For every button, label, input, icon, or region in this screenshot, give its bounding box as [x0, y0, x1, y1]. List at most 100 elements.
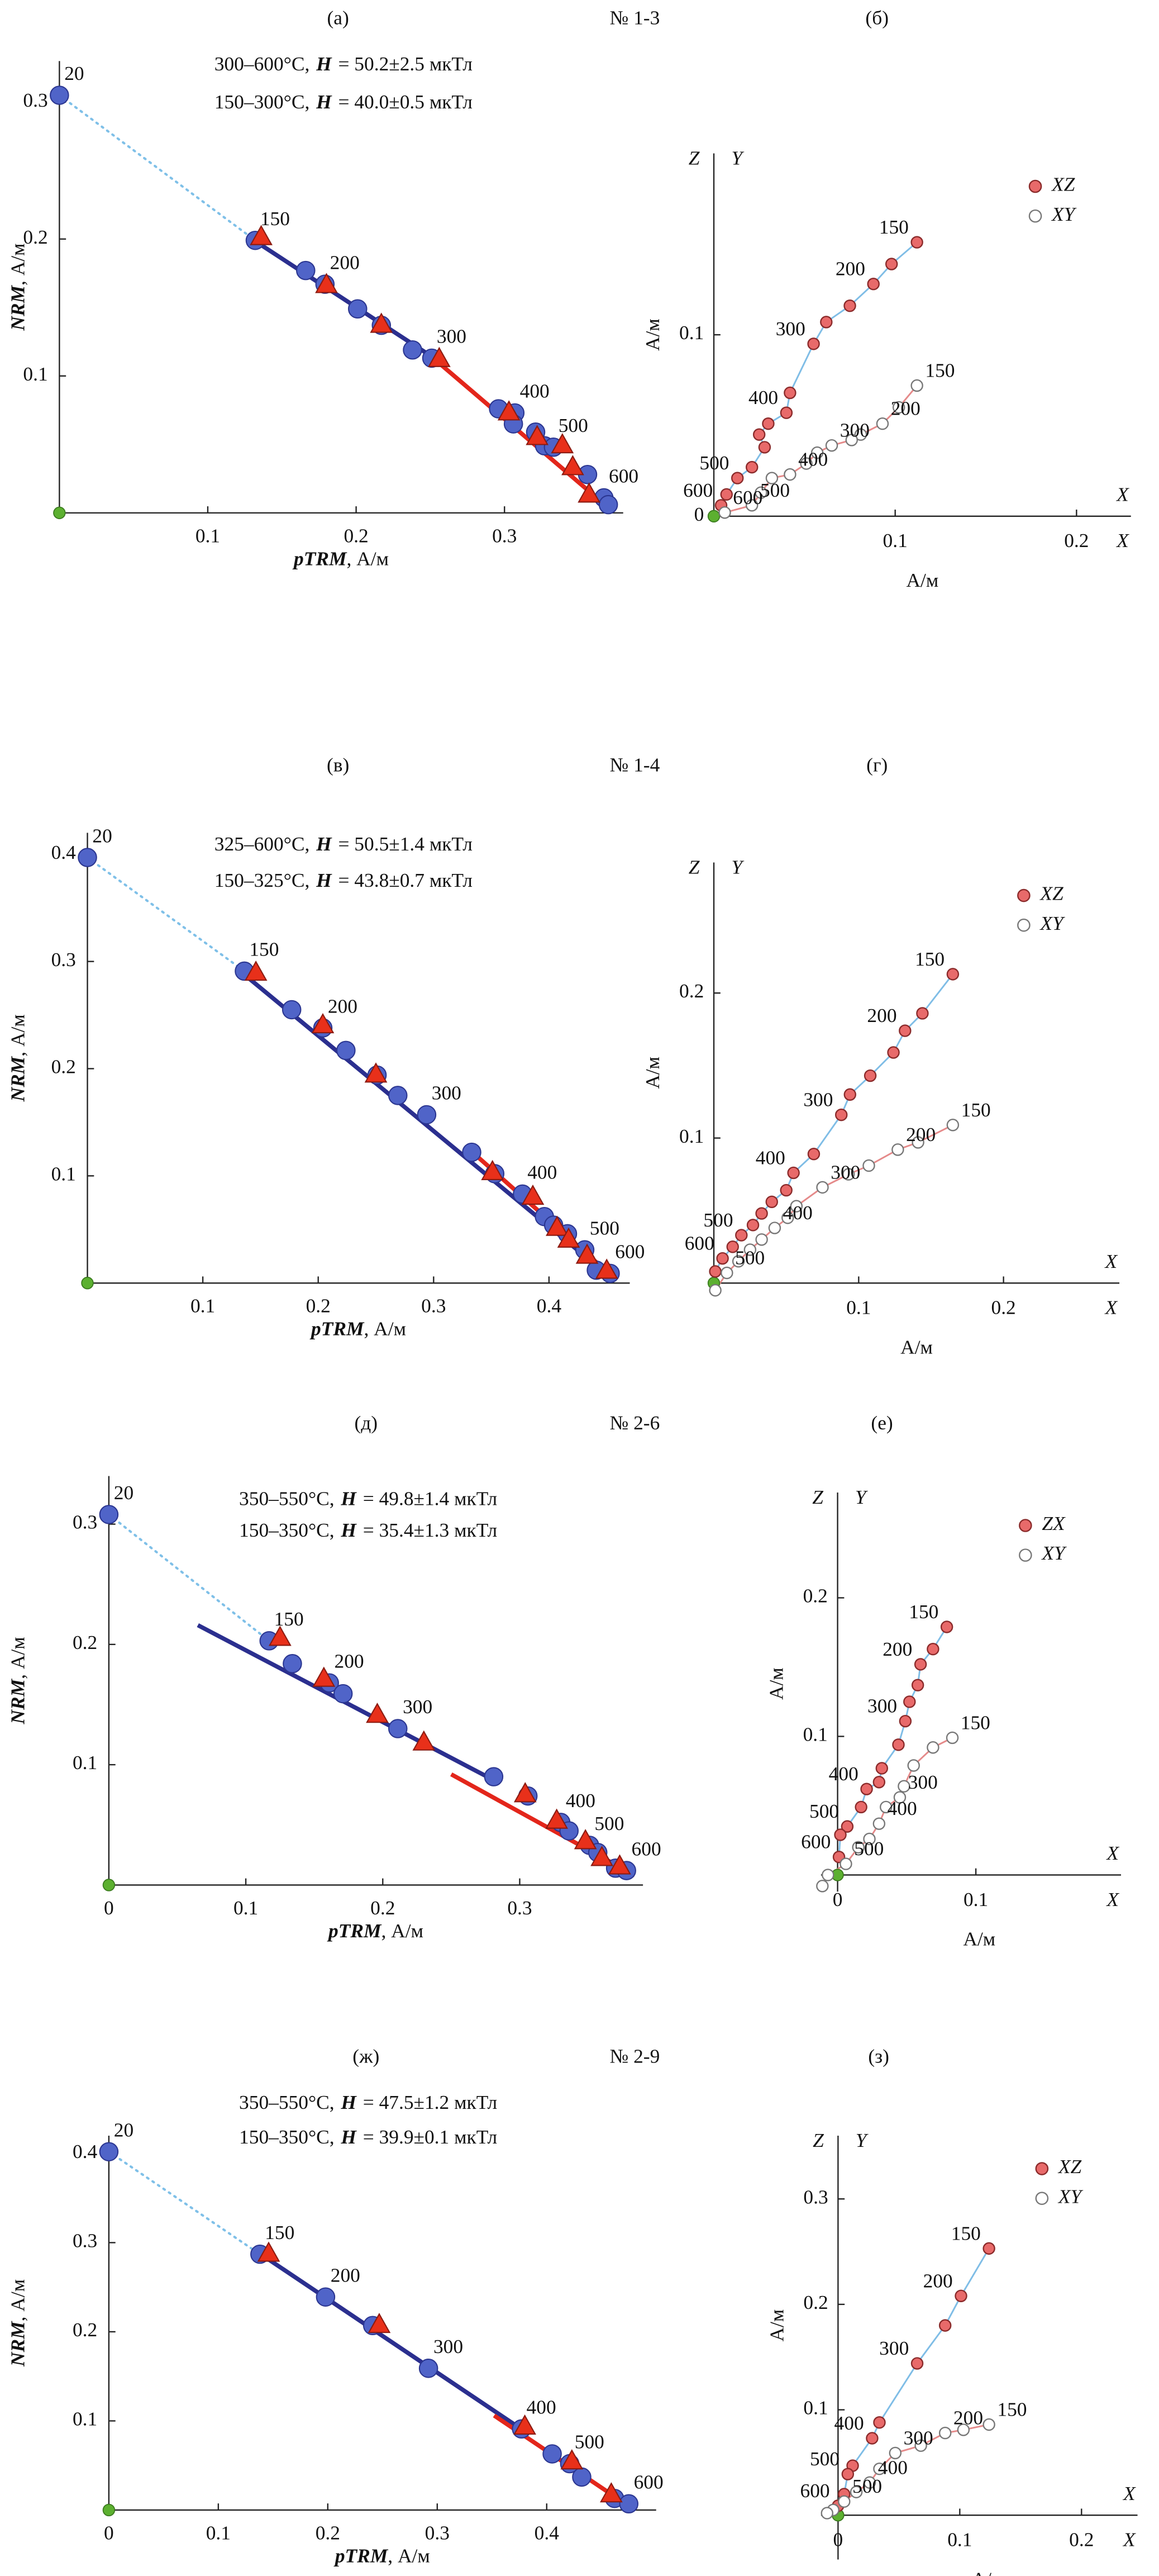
- demag-point: [721, 1266, 733, 1280]
- ptrm-check: [364, 1062, 388, 1083]
- ptrm-check: [574, 1829, 597, 1850]
- ptrm-check: [257, 2241, 280, 2262]
- ptrm-check: [560, 2449, 584, 2470]
- temperature-label: 150: [260, 207, 290, 230]
- ptrm-check: [366, 1703, 389, 1723]
- nrm-point: [333, 1684, 353, 1704]
- demag-point: [755, 486, 767, 499]
- demag-point: [982, 2418, 995, 2431]
- legend-marker: [1028, 209, 1042, 223]
- temperature-label: 500: [760, 479, 790, 501]
- temperature-label: 300: [908, 1771, 938, 1793]
- demag-point: [876, 417, 889, 430]
- annotation-range: 150–350°C,: [239, 2126, 335, 2148]
- legend-marker: [1035, 2162, 1049, 2175]
- x-axis-label: pTRM, А/м: [309, 1318, 406, 1340]
- temperature-label: 400: [527, 1161, 557, 1184]
- demag-point: [743, 1243, 757, 1256]
- sample-label: № 2-9: [609, 2045, 660, 2067]
- ptrm-check: [481, 1159, 504, 1180]
- origin-dot: [81, 1276, 94, 1290]
- temperature-label: 150: [274, 1608, 304, 1630]
- x-tick-label: 0.1: [964, 1888, 988, 1910]
- demag-point: [709, 1284, 722, 1297]
- ptrm-check: [368, 2312, 391, 2333]
- nrm-point: [283, 1654, 302, 1674]
- temperature-label: 20: [114, 1481, 133, 1504]
- temperature-label: 200: [891, 397, 920, 420]
- legend-marker: [1035, 2192, 1049, 2205]
- temperature-label: 150: [909, 1600, 938, 1623]
- axis-name: Z: [689, 146, 700, 169]
- demag-point: [820, 316, 833, 329]
- demag-point: [840, 1857, 852, 1870]
- nrm-point: [78, 848, 97, 867]
- demag-point: [863, 2476, 876, 2489]
- ptrm-check: [497, 400, 521, 421]
- x-axis-label-unit: , А/м: [346, 548, 389, 570]
- annotation-range: 350–550°C,: [239, 1487, 335, 1510]
- y-tick-label: 0.1: [51, 1162, 76, 1185]
- temperature-label: 500: [590, 1216, 619, 1239]
- demag-point: [762, 417, 775, 430]
- demag-point: [860, 1783, 873, 1795]
- nrm-point: [347, 299, 368, 319]
- temperature-label: 600: [615, 1241, 645, 1263]
- demag-point: [910, 379, 923, 392]
- demag-point: [790, 1200, 803, 1213]
- demag-point: [834, 1828, 847, 1841]
- annotation-symbol: H: [340, 2091, 357, 2113]
- demag-point: [720, 488, 733, 501]
- demag-point: [862, 1159, 875, 1172]
- annotation: 150–350°C, H = 39.9±0.1 мкТл: [239, 2126, 497, 2148]
- demag-point: [731, 472, 744, 484]
- temperature-label: 300: [403, 1695, 432, 1718]
- demag-point: [787, 1166, 800, 1180]
- fit-line: [197, 1623, 498, 1784]
- demag-point: [841, 1820, 854, 1833]
- sample-label: № 1-3: [609, 7, 660, 29]
- demag-point: [864, 1069, 877, 1082]
- y-axis-label: А/м: [765, 2309, 788, 2342]
- axis-name: Y: [732, 146, 745, 169]
- temperature-label: 600: [733, 486, 762, 508]
- y-tick-label: 0.1: [679, 321, 704, 344]
- x-tick-label: 0: [833, 1888, 843, 1910]
- temperature-label: 300: [776, 317, 805, 340]
- nrm-point: [403, 340, 422, 360]
- temperature-label: 150: [925, 359, 955, 382]
- legend-label: XZ: [1051, 173, 1075, 196]
- temperature-label: 300: [803, 1089, 833, 1111]
- demag-point: [781, 1211, 794, 1224]
- demag-point: [841, 2468, 855, 2480]
- annotation: 150–325°C, H = 43.8±0.7 мкТл: [214, 869, 473, 891]
- demag-point: [946, 1731, 959, 1745]
- demag-point: [765, 1195, 778, 1209]
- demag-point: [784, 386, 796, 400]
- nrm-point: [418, 2359, 438, 2378]
- demag-point: [914, 2439, 927, 2452]
- demag-point: [807, 1147, 821, 1161]
- temperature-label: 500: [852, 2475, 882, 2497]
- temperature-label: 200: [953, 2407, 983, 2429]
- y-tick-label: 0.2: [23, 226, 47, 248]
- nrm-point: [336, 1040, 356, 1061]
- demag-point: [807, 338, 820, 350]
- fit-line: [58, 94, 257, 242]
- nrm-point: [282, 1000, 302, 1020]
- demag-point: [821, 2507, 833, 2520]
- x-axis-label: А/м: [906, 569, 938, 591]
- temperature-label: 200: [328, 995, 357, 1017]
- temperature-label: 400: [878, 2456, 908, 2478]
- temperature-label: 600: [800, 2479, 830, 2502]
- annotation-symbol: H: [316, 53, 332, 75]
- axis-name: X: [1122, 2529, 1136, 2551]
- demag-point: [845, 434, 858, 446]
- legend-label: XY: [1051, 203, 1077, 225]
- ptrm-check: [546, 1215, 569, 1236]
- demag-point: [957, 2423, 970, 2436]
- nrm-point: [619, 2494, 639, 2514]
- demag-point: [872, 1776, 886, 1789]
- y-axis-label: NRM, А/м: [7, 2279, 29, 2367]
